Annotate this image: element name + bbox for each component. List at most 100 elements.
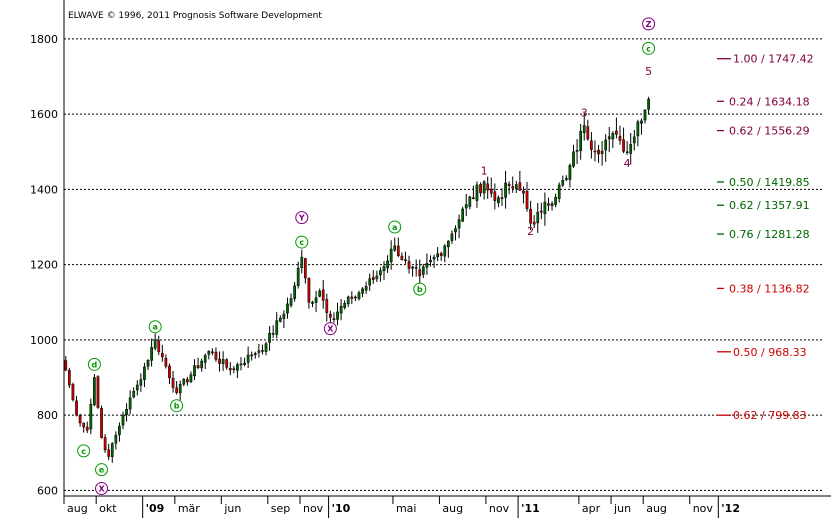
candle-body bbox=[346, 296, 350, 305]
x-tick-label: aug bbox=[67, 502, 88, 515]
candle-body bbox=[561, 180, 565, 186]
wave-label-circle bbox=[388, 220, 402, 234]
candle-body bbox=[375, 275, 379, 280]
candle-body bbox=[336, 311, 339, 320]
candle-body bbox=[139, 379, 143, 386]
candle-body bbox=[611, 132, 615, 140]
candle-body bbox=[100, 407, 103, 438]
wave-label-circle bbox=[95, 481, 109, 495]
candle-body bbox=[479, 184, 482, 194]
candle-body bbox=[572, 151, 575, 167]
candle-body bbox=[303, 258, 307, 279]
candle-body bbox=[78, 415, 82, 424]
candle-body bbox=[500, 197, 504, 199]
candle-body bbox=[125, 409, 128, 415]
y-tick-label: 1600 bbox=[30, 108, 58, 121]
candle-body bbox=[361, 288, 364, 294]
candle-body bbox=[203, 355, 207, 363]
candle-body bbox=[568, 165, 572, 180]
wave-label-circle bbox=[87, 357, 101, 371]
x-tick-label: mär bbox=[178, 502, 200, 515]
candle-body bbox=[318, 290, 322, 297]
candle-body bbox=[582, 125, 586, 134]
candle-body bbox=[178, 384, 182, 394]
candle-body bbox=[221, 359, 225, 365]
candle-body bbox=[121, 414, 125, 426]
candle-body bbox=[547, 203, 550, 206]
candle-body bbox=[185, 379, 189, 383]
wave-label: 5 bbox=[645, 65, 652, 78]
wave-label: Y bbox=[298, 214, 305, 223]
candle-body bbox=[71, 384, 75, 400]
candle-body bbox=[604, 139, 608, 151]
candle-body bbox=[522, 190, 525, 194]
candle-body bbox=[239, 363, 243, 366]
candle-body bbox=[504, 182, 507, 198]
wave-label-circle bbox=[170, 399, 184, 413]
candle-body bbox=[85, 426, 89, 431]
wave-label: d bbox=[92, 360, 98, 369]
y-tick-label: 1200 bbox=[30, 259, 58, 272]
candle-body bbox=[264, 343, 268, 352]
candle-body bbox=[332, 318, 336, 320]
x-tick-label: '09 bbox=[146, 502, 165, 515]
candle-body bbox=[193, 365, 196, 377]
candle-body bbox=[289, 298, 293, 306]
candle-body bbox=[93, 377, 96, 406]
fib-level-label: 0.38 / 1136.82 bbox=[729, 282, 810, 295]
candle-body bbox=[343, 303, 347, 308]
candle-body bbox=[600, 150, 604, 154]
candle-body bbox=[554, 196, 557, 205]
candle-body bbox=[64, 360, 68, 371]
x-tick-label: okt bbox=[99, 502, 117, 515]
candle-body bbox=[636, 121, 640, 137]
candle-body bbox=[475, 184, 479, 201]
candle-body bbox=[250, 354, 254, 357]
candle-body bbox=[447, 240, 450, 248]
candle-body bbox=[482, 181, 486, 194]
candle-body bbox=[364, 286, 368, 291]
candle-body bbox=[450, 233, 454, 241]
candle-body bbox=[418, 269, 422, 277]
x-tick-label: mai bbox=[396, 502, 417, 515]
candle-body bbox=[532, 221, 536, 225]
wave-label-circle bbox=[295, 211, 309, 225]
wave-label-circle bbox=[323, 322, 337, 336]
candle-body bbox=[514, 184, 518, 189]
candle-body bbox=[128, 397, 132, 410]
candle-body bbox=[368, 278, 372, 286]
candle-body bbox=[493, 191, 497, 201]
wave-label-circle bbox=[95, 463, 109, 477]
candle-body bbox=[228, 368, 232, 371]
x-tick-label: jun bbox=[613, 502, 631, 515]
candle-body bbox=[75, 400, 78, 416]
candle-body bbox=[107, 449, 111, 457]
x-tick-label: '11 bbox=[521, 502, 540, 515]
candle-body bbox=[146, 360, 150, 367]
y-tick-label: 1400 bbox=[30, 183, 58, 196]
wave-label-circle bbox=[77, 444, 91, 458]
candle-body bbox=[536, 211, 540, 224]
candle-body bbox=[411, 266, 414, 269]
candle-body bbox=[271, 333, 275, 335]
candle-body bbox=[461, 208, 465, 222]
candle-body bbox=[489, 188, 493, 194]
x-tick-label: aug bbox=[442, 502, 463, 515]
candle-body bbox=[379, 270, 382, 276]
candle-body bbox=[132, 391, 136, 398]
x-tick-label: nov bbox=[489, 502, 510, 515]
x-tick-label: '12 bbox=[721, 502, 740, 515]
wave-label-circle bbox=[295, 235, 309, 249]
x-tick-label: sep bbox=[271, 502, 290, 515]
y-tick-label: 600 bbox=[37, 484, 58, 497]
candle-body bbox=[236, 364, 239, 371]
candle-body bbox=[607, 136, 611, 140]
candle-body bbox=[182, 379, 186, 385]
wave-label: 3 bbox=[581, 106, 588, 119]
x-tick-label: nov bbox=[693, 502, 714, 515]
candle-body bbox=[293, 285, 296, 299]
candle-body bbox=[371, 277, 375, 280]
wave-label-circle bbox=[642, 17, 656, 31]
x-tick-label: jun bbox=[223, 502, 241, 515]
